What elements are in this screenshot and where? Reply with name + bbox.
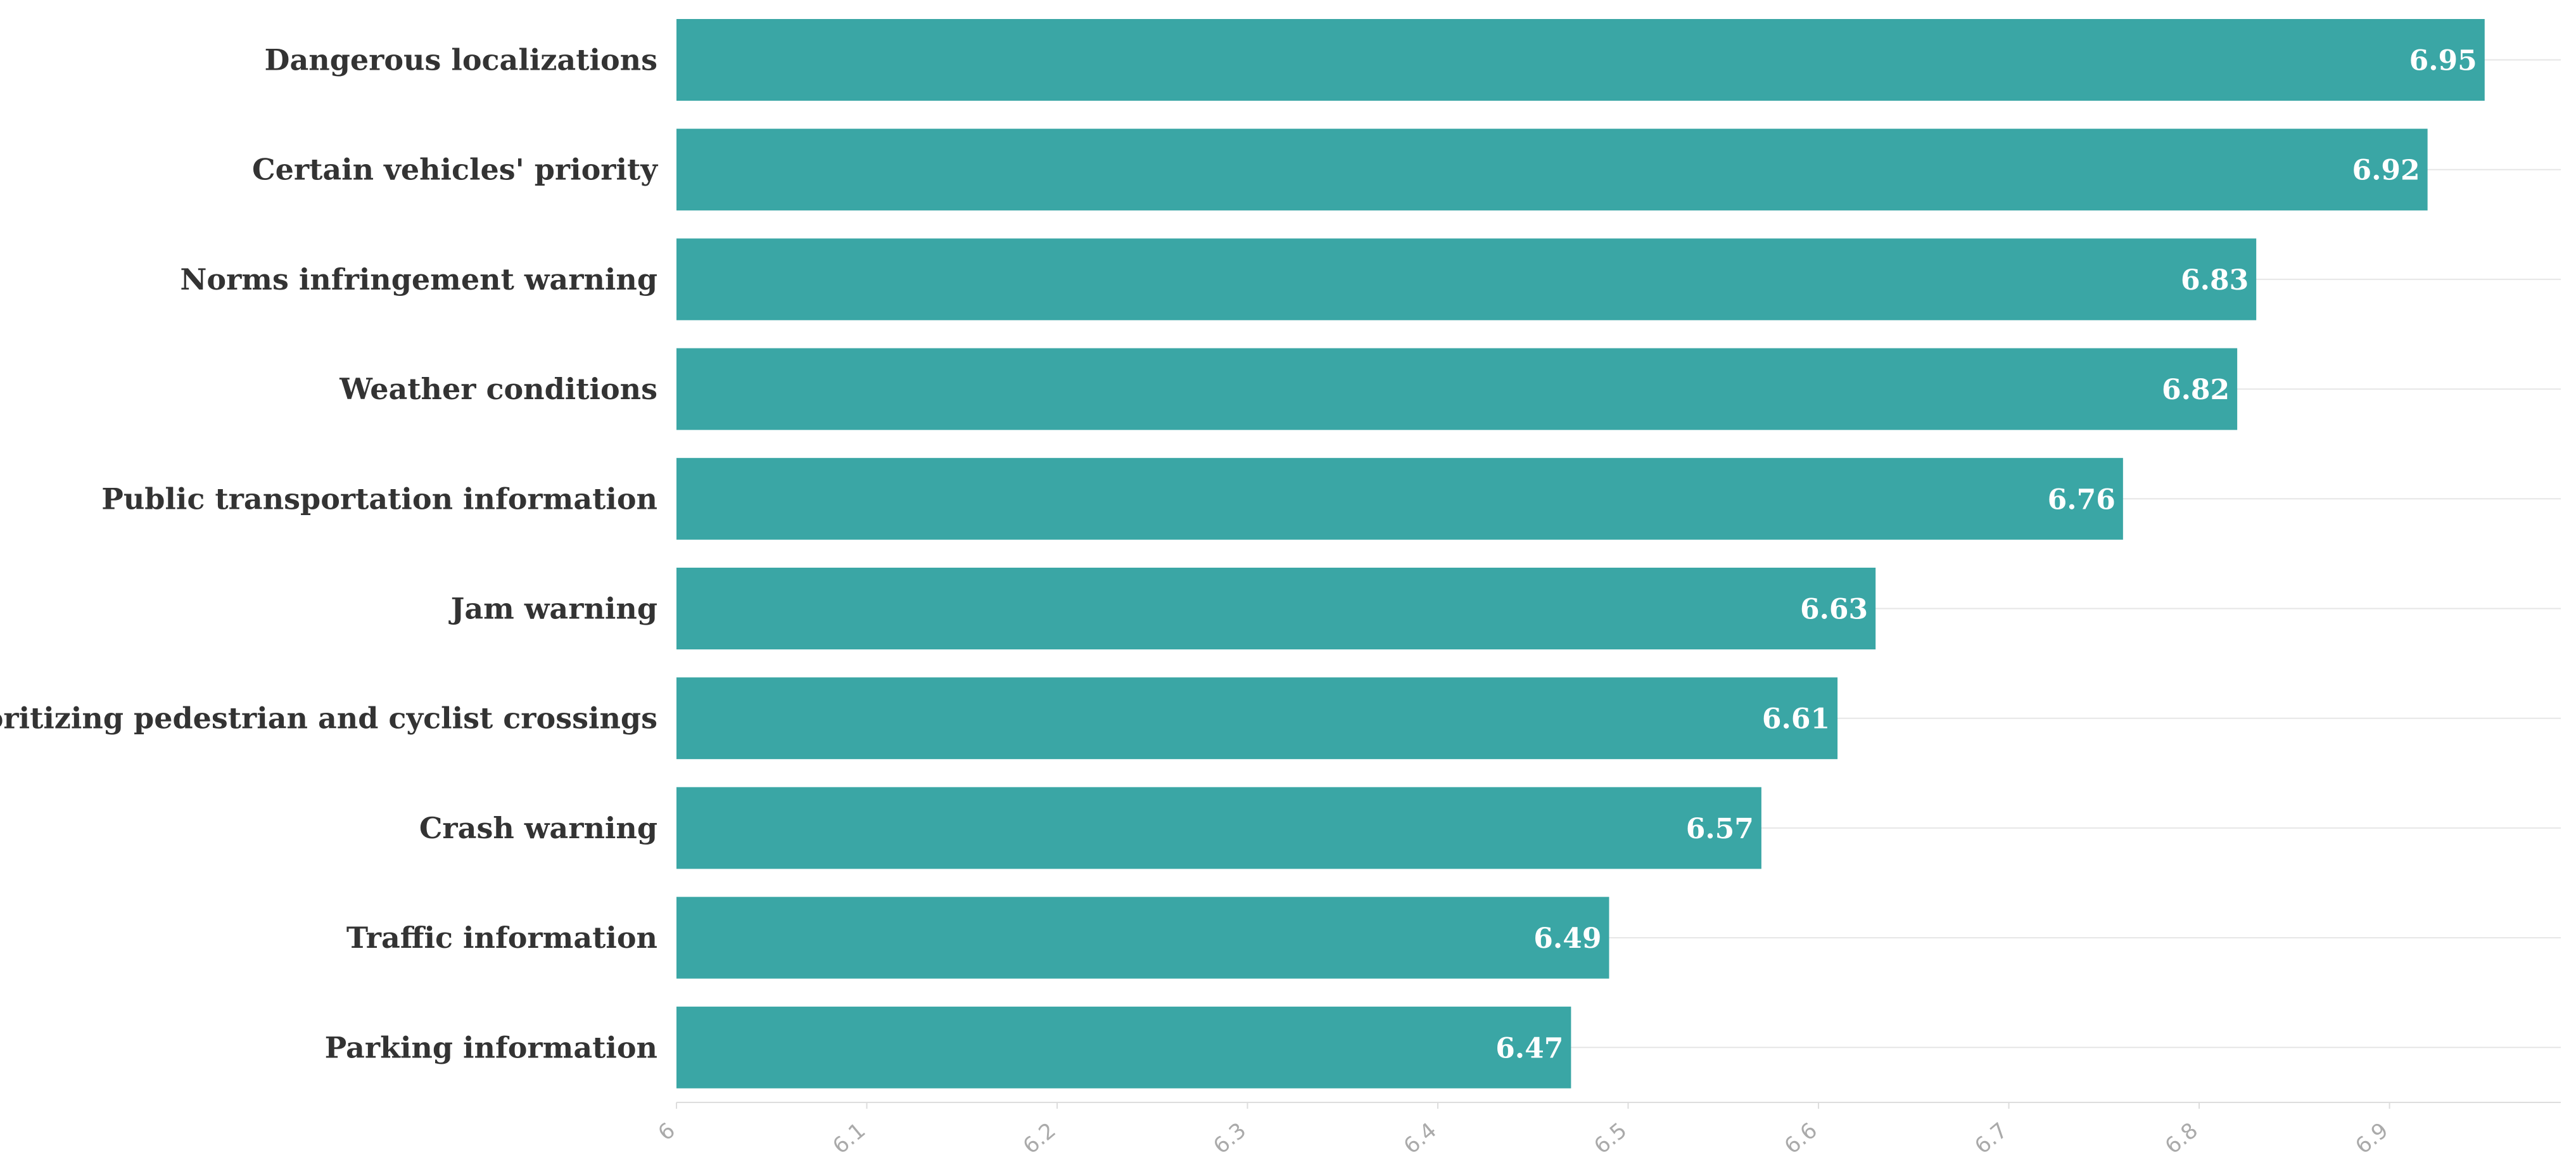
x-tick-label: 6.8	[2160, 1118, 2203, 1159]
x-tick-label: 6.9	[2351, 1118, 2393, 1159]
bars	[676, 19, 2485, 1088]
bar-value-label: 6.82	[2162, 374, 2230, 406]
value-labels: 6.95 6.92 6.83 6.82 6.76 6.63 6.61 6.57 6.49 6.47	[1495, 45, 2477, 1065]
category-label: Jam warning	[448, 592, 657, 626]
category-label: Traffic information	[346, 921, 657, 955]
category-label: Weather conditions	[339, 372, 657, 406]
bar-value-label: 6.49	[1533, 922, 1601, 955]
bar	[676, 238, 2257, 321]
x-tick-label: 6.1	[828, 1118, 870, 1159]
category-label: Certain vehicles' priority	[252, 153, 658, 187]
category-label: Dangerous localizations	[265, 43, 657, 77]
category-label: Prioritizing pedestrian and cyclist cros…	[0, 701, 657, 736]
bar-value-label: 6.76	[2048, 483, 2116, 516]
category-labels: Dangerous localizations Certain vehicles'…	[0, 43, 658, 1065]
bar-value-label: 6.63	[1800, 594, 1868, 626]
category-label: Parking information	[325, 1030, 657, 1064]
bar	[676, 896, 1609, 979]
x-tick-label: 6.7	[1970, 1118, 2012, 1159]
bar	[676, 129, 2428, 211]
bar-value-label: 6.92	[2352, 155, 2420, 187]
category-label: Crash warning	[419, 811, 657, 845]
bar	[676, 677, 1838, 760]
bar	[676, 19, 2485, 101]
x-tick-label: 6.6	[1780, 1118, 1822, 1159]
bar	[676, 1006, 1571, 1088]
bar-value-label: 6.61	[1762, 703, 1830, 736]
bar-value-label: 6.57	[1686, 813, 1754, 845]
x-tick-label: 6.5	[1589, 1118, 1632, 1159]
category-label: Public transportation information	[101, 482, 657, 516]
x-tick-label: 6.4	[1399, 1118, 1442, 1159]
x-tick-label: 6.2	[1018, 1118, 1061, 1159]
x-tick-label: 6	[653, 1118, 680, 1146]
bar	[676, 348, 2238, 430]
bar	[676, 457, 2123, 540]
category-label: Norms infringement warning	[180, 262, 657, 297]
x-tick-label: 6.3	[1209, 1118, 1251, 1159]
bar	[676, 568, 1876, 649]
bar-value-label: 6.47	[1495, 1032, 1563, 1064]
bar	[676, 787, 1761, 869]
bar-value-label: 6.83	[2181, 264, 2249, 297]
bar-value-label: 6.95	[2409, 45, 2477, 77]
x-axis: 6 6.1 6.2 6.3 6.4 6.5 6.6 6.7 6.8 6.9	[653, 1102, 2561, 1159]
